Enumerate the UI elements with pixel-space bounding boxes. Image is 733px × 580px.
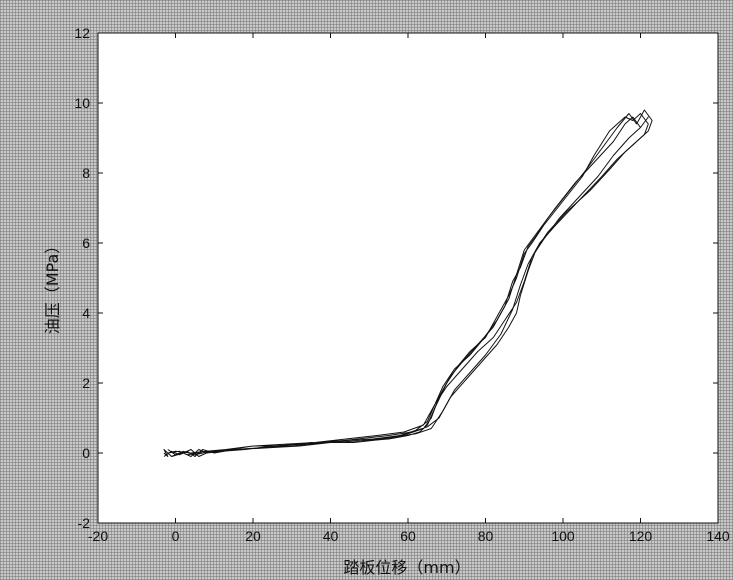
y-tick-label: 0: [82, 445, 90, 461]
x-tick-label: 100: [551, 528, 575, 544]
series-layer: [163, 109, 653, 457]
x-tick-label: -20: [88, 528, 108, 544]
x-axis-label: 踏板位移（mm）: [343, 558, 470, 577]
plot-area: [98, 33, 718, 523]
y-tick-label: 4: [82, 305, 90, 321]
x-tick-label: 40: [323, 528, 339, 544]
x-tick-label: 140: [706, 528, 730, 544]
x-tick-label: 0: [172, 528, 180, 544]
y-tick-label: 12: [74, 25, 90, 41]
x-tick-label: 20: [245, 528, 261, 544]
x-tick-label: 120: [629, 528, 653, 544]
y-axis-label: 油压（MPa）: [43, 238, 62, 335]
y-tick-label: 2: [82, 375, 90, 391]
x-tick-label: 60: [400, 528, 416, 544]
y-tick-label: 8: [82, 165, 90, 181]
y-tick-label: 6: [82, 235, 90, 251]
y-tick-label: -2: [78, 515, 91, 531]
series-line-2: [167, 109, 653, 457]
series-line-3: [163, 116, 649, 457]
x-tick-label: 80: [478, 528, 494, 544]
y-tick-label: 10: [74, 95, 90, 111]
